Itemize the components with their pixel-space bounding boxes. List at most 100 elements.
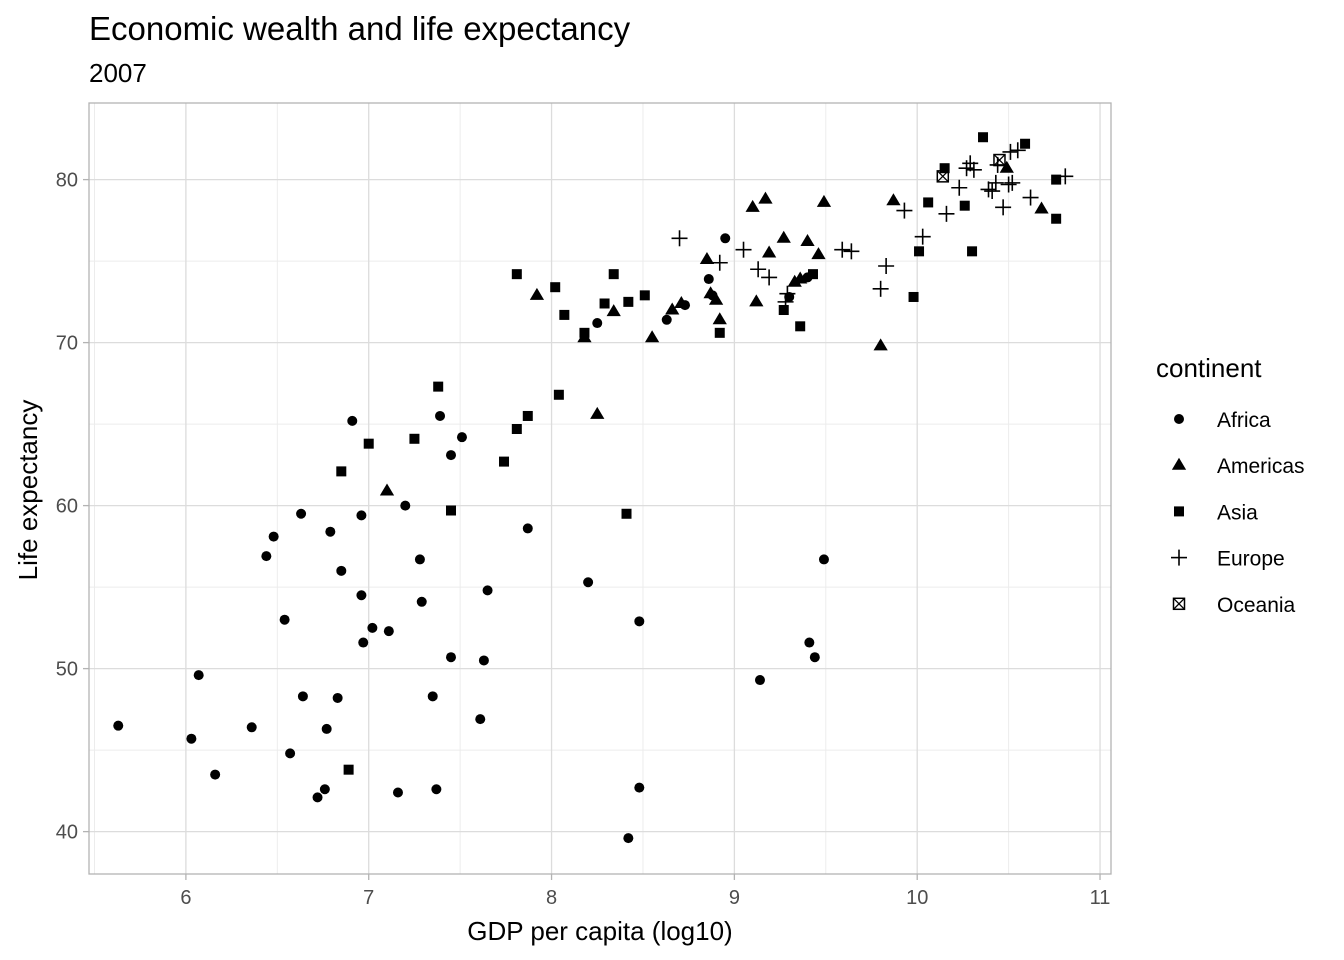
point-africa xyxy=(296,508,307,519)
legend-label-europe: Europe xyxy=(1217,548,1285,571)
point-europe xyxy=(735,241,752,258)
point-africa xyxy=(321,723,332,734)
point-asia xyxy=(553,389,564,400)
legend-label-asia: Asia xyxy=(1217,501,1258,524)
point-africa xyxy=(522,523,533,534)
point-americas xyxy=(886,193,901,206)
point-africa xyxy=(623,833,634,844)
point-africa xyxy=(804,637,815,648)
point-africa xyxy=(210,769,221,780)
point-americas xyxy=(590,406,605,419)
point-africa xyxy=(392,787,403,798)
point-europe xyxy=(1000,176,1017,193)
legend-label-americas: Americas xyxy=(1217,455,1305,478)
point-africa xyxy=(347,415,358,426)
point-africa xyxy=(703,274,714,285)
point-europe xyxy=(1009,142,1026,159)
plot-panel-border xyxy=(88,102,1112,875)
point-africa xyxy=(193,670,204,681)
point-europe xyxy=(711,254,728,271)
point-europe xyxy=(896,202,913,219)
point-americas xyxy=(529,287,545,300)
point-asia xyxy=(778,305,789,316)
point-asia xyxy=(599,298,610,309)
point-africa xyxy=(297,691,308,702)
point-oceania xyxy=(936,170,950,183)
point-americas xyxy=(674,295,689,308)
point-europe xyxy=(987,174,1004,191)
point-asia xyxy=(795,321,806,332)
point-asia xyxy=(923,197,934,208)
point-africa xyxy=(268,531,279,542)
point-africa xyxy=(285,748,296,759)
point-asia xyxy=(939,163,950,174)
point-europe xyxy=(962,155,979,172)
legend-key-asia xyxy=(1174,506,1184,517)
point-africa xyxy=(246,722,257,733)
chart-subtitle: 2007 xyxy=(89,58,147,88)
point-asia xyxy=(522,410,533,421)
point-europe xyxy=(750,261,767,278)
point-europe xyxy=(1004,174,1021,191)
point-americas xyxy=(800,234,815,247)
point-americas xyxy=(1034,201,1049,214)
point-africa xyxy=(427,691,438,702)
y-tick-label: 70 xyxy=(56,333,78,355)
legend-key-africa xyxy=(1174,414,1184,424)
point-europe xyxy=(834,241,851,258)
point-asia xyxy=(363,438,374,449)
point-europe xyxy=(779,285,796,302)
point-africa xyxy=(261,551,272,562)
point-africa xyxy=(332,692,343,703)
point-europe xyxy=(843,243,860,260)
point-asia xyxy=(1051,213,1062,224)
point-europe xyxy=(872,280,889,297)
x-tick-label: 8 xyxy=(546,887,557,909)
point-africa xyxy=(478,655,489,666)
point-asia xyxy=(908,291,919,302)
point-africa xyxy=(475,714,486,725)
point-americas xyxy=(873,338,888,351)
y-axis-title: Life expectancy xyxy=(13,400,43,581)
point-asia xyxy=(714,327,725,338)
x-tick-label: 7 xyxy=(363,887,374,909)
point-asia xyxy=(336,466,347,477)
point-europe xyxy=(984,183,1001,200)
point-americas xyxy=(708,292,724,305)
point-europe xyxy=(761,269,778,286)
point-asia xyxy=(511,269,522,280)
point-africa xyxy=(356,590,367,601)
point-europe xyxy=(1002,143,1019,160)
point-americas xyxy=(712,312,727,325)
point-africa xyxy=(456,432,467,443)
major-grid xyxy=(89,103,1111,874)
point-africa xyxy=(325,526,336,537)
point-africa xyxy=(809,652,820,663)
point-africa xyxy=(634,782,645,793)
point-oceania xyxy=(993,153,1006,167)
point-asia xyxy=(1051,174,1062,185)
point-europe xyxy=(951,179,968,196)
point-africa xyxy=(383,626,394,637)
point-europe xyxy=(938,205,955,222)
point-asia xyxy=(1020,138,1031,149)
point-africa xyxy=(312,792,323,803)
legend-label-africa: Africa xyxy=(1217,409,1271,432)
point-africa xyxy=(186,733,197,744)
point-europe xyxy=(671,230,688,247)
point-asia xyxy=(511,424,522,435)
point-americas xyxy=(776,230,791,243)
point-americas xyxy=(699,251,715,264)
point-asia xyxy=(978,132,989,143)
point-africa xyxy=(818,554,829,565)
point-africa xyxy=(336,565,347,576)
chart-title: Economic wealth and life expectancy xyxy=(89,10,631,47)
y-tick-label: 50 xyxy=(56,659,78,681)
x-axis-title: GDP per capita (log10) xyxy=(467,916,732,946)
point-americas xyxy=(606,304,621,317)
point-africa xyxy=(720,233,731,244)
point-asia xyxy=(623,296,634,307)
point-asia xyxy=(433,381,444,392)
point-americas xyxy=(761,245,777,258)
